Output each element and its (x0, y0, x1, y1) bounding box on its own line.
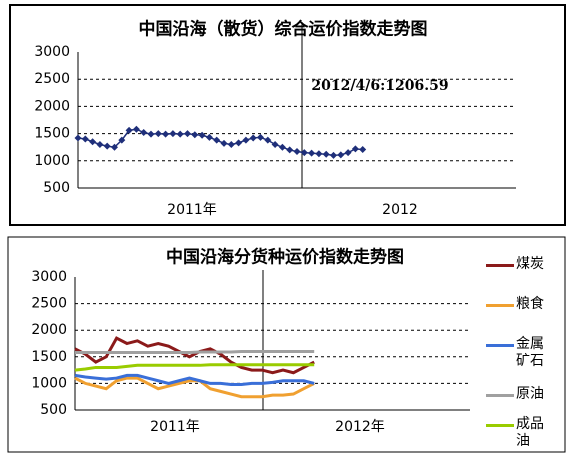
marker (89, 138, 97, 146)
y-tick-label: 2000 (31, 322, 67, 338)
legend-swatch (486, 344, 514, 347)
marker (344, 149, 352, 157)
marker (359, 146, 367, 154)
marker (286, 146, 294, 154)
marker (220, 139, 228, 147)
marker (184, 130, 191, 138)
y-tick-label: 1500 (31, 349, 67, 365)
legend-swatch (486, 304, 514, 307)
legend-label: 粮食 (516, 296, 544, 312)
annotation: 2012/4/6:1206.59 (311, 78, 448, 94)
marker (191, 131, 199, 139)
marker (330, 151, 337, 159)
chart-title: 中国沿海分货种运价指数走势图 (166, 247, 404, 268)
marker (235, 139, 243, 147)
marker (176, 130, 184, 138)
marker (315, 150, 323, 158)
series-line (74, 336, 315, 375)
marker (205, 133, 213, 141)
y-tick-label: 500 (43, 180, 70, 196)
y-tick-label: 1500 (34, 126, 70, 142)
legend-swatch (486, 394, 514, 397)
marker (140, 129, 148, 137)
marker (351, 145, 359, 153)
marker (147, 130, 155, 138)
marker (111, 143, 118, 151)
y-tick-label: 1000 (31, 375, 67, 391)
marker (337, 151, 345, 159)
marker (322, 150, 330, 158)
marker (264, 136, 272, 144)
marker (125, 126, 133, 134)
y-tick-label: 3000 (34, 44, 70, 60)
legend-swatch (486, 264, 514, 267)
series-line (74, 373, 315, 386)
marker (257, 133, 264, 141)
series-line (74, 363, 315, 372)
marker (249, 134, 257, 142)
legend-label: 煤炭 (516, 256, 544, 272)
y-tick-label: 500 (40, 402, 67, 418)
chart-title: 中国沿海（散货）综合运价指数走势图 (139, 19, 428, 40)
marker (132, 125, 140, 133)
series-line (77, 128, 363, 157)
y-tick-label: 2500 (31, 296, 67, 312)
marker (278, 143, 286, 151)
series-line (75, 349, 315, 355)
x-label: 2011年 (150, 419, 200, 435)
legend-label: 金属矿石 (516, 336, 544, 369)
panel-frame (7, 236, 566, 453)
marker (293, 148, 301, 156)
marker (213, 136, 221, 144)
legend-swatch (486, 424, 514, 427)
marker (118, 136, 126, 144)
marker (96, 140, 104, 148)
marker (103, 142, 111, 150)
marker (154, 130, 162, 138)
y-tick-label: 3000 (31, 269, 67, 285)
x-label: 2012 (382, 202, 418, 218)
legend-label: 原油 (516, 386, 544, 402)
y-tick-label: 2500 (34, 71, 70, 87)
panel-frame (9, 4, 566, 226)
marker (81, 135, 89, 143)
legend-label: 成品油 (516, 416, 544, 449)
marker (169, 130, 177, 138)
marker (227, 140, 235, 148)
marker (308, 149, 316, 157)
x-label: 2011年 (167, 202, 217, 218)
x-label: 2012年 (335, 419, 385, 435)
y-tick-label: 1000 (34, 153, 70, 169)
marker (162, 130, 170, 138)
marker (198, 131, 206, 139)
marker (74, 134, 82, 142)
y-tick-label: 2000 (34, 98, 70, 114)
marker (242, 136, 250, 144)
marker (271, 140, 279, 148)
marker (300, 149, 308, 157)
